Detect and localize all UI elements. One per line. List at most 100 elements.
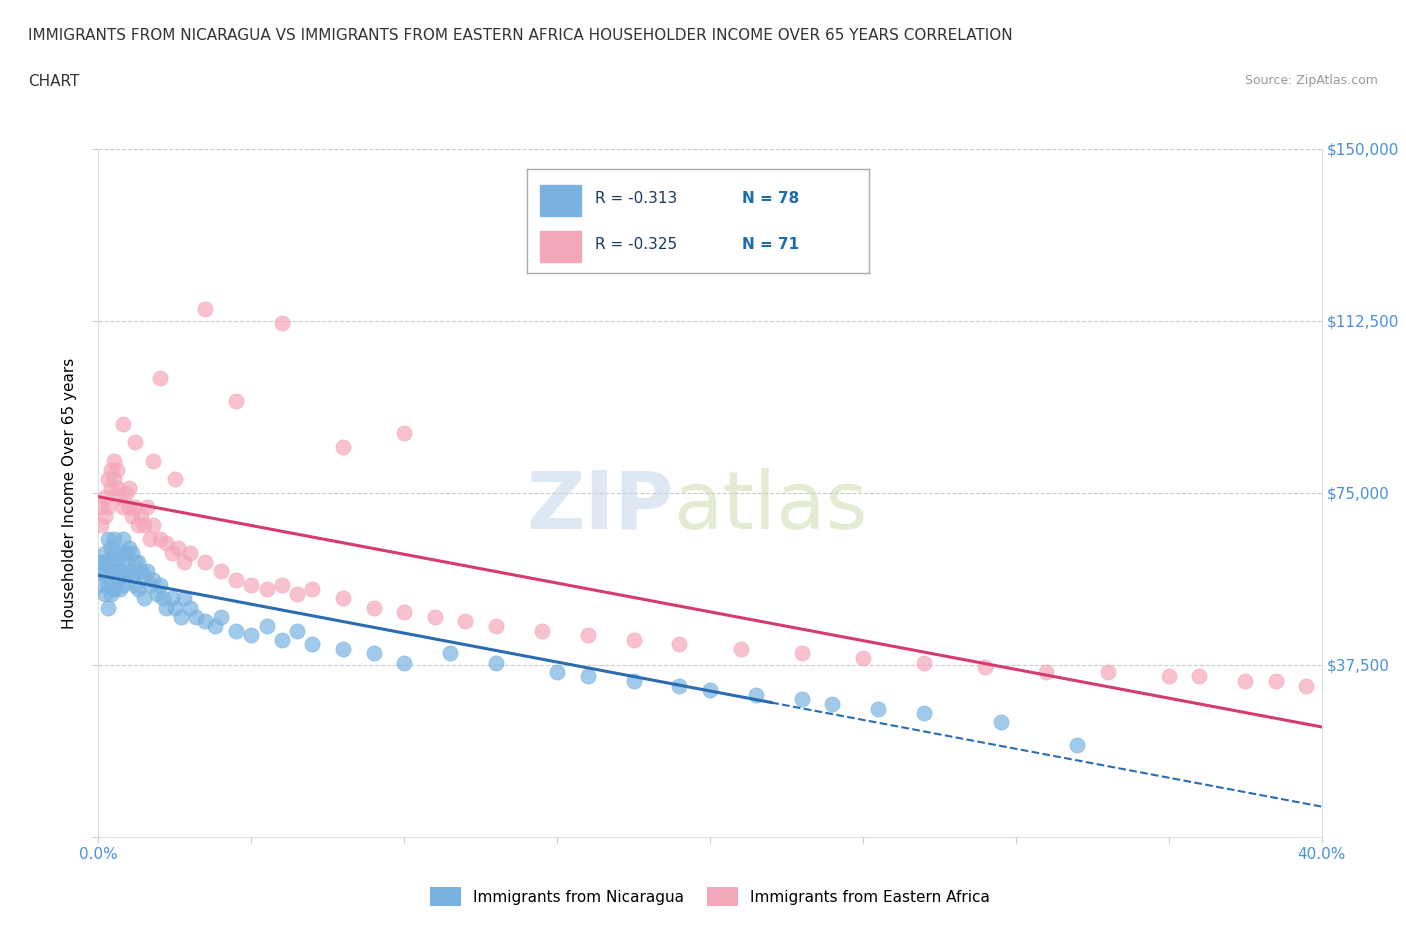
Point xyxy=(97,600,120,615)
Point xyxy=(97,499,120,514)
Point xyxy=(127,582,149,597)
Point xyxy=(454,614,477,629)
Point xyxy=(118,564,141,578)
Point xyxy=(240,628,263,643)
Point xyxy=(225,393,247,408)
Point xyxy=(139,531,162,546)
Point xyxy=(93,490,115,505)
Point xyxy=(204,618,226,633)
Point xyxy=(100,462,122,477)
Point xyxy=(121,568,143,583)
Point xyxy=(139,578,162,592)
Point xyxy=(163,472,186,486)
Point xyxy=(152,591,174,605)
Point xyxy=(115,545,138,560)
Point xyxy=(392,604,416,619)
Text: ZIP: ZIP xyxy=(526,468,673,546)
Point xyxy=(105,481,128,496)
Point xyxy=(129,564,152,578)
Point xyxy=(179,545,201,560)
Point xyxy=(485,618,508,633)
Point xyxy=(990,715,1012,730)
Point xyxy=(121,545,143,560)
Point xyxy=(170,609,193,624)
Point xyxy=(209,564,232,578)
Point xyxy=(134,568,156,583)
Point xyxy=(530,623,553,638)
Point xyxy=(301,637,323,652)
Text: IMMIGRANTS FROM NICARAGUA VS IMMIGRANTS FROM EASTERN AFRICA HOUSEHOLDER INCOME O: IMMIGRANTS FROM NICARAGUA VS IMMIGRANTS … xyxy=(28,28,1012,43)
Point xyxy=(124,435,146,450)
Point xyxy=(115,568,138,583)
Point xyxy=(1188,669,1211,684)
Point xyxy=(225,623,247,638)
Point xyxy=(155,600,177,615)
Point xyxy=(149,531,172,546)
Point xyxy=(1264,673,1286,688)
Point xyxy=(173,591,195,605)
Point xyxy=(240,578,263,592)
Point xyxy=(301,582,323,597)
Point xyxy=(124,554,146,569)
Point xyxy=(115,485,138,500)
Point xyxy=(852,651,875,666)
Point xyxy=(136,499,159,514)
Point xyxy=(90,578,112,592)
Point xyxy=(149,371,172,386)
Point xyxy=(100,540,122,555)
Point xyxy=(912,656,935,671)
Point xyxy=(97,578,120,592)
Point xyxy=(129,509,152,524)
Point xyxy=(332,591,354,605)
Point xyxy=(790,692,813,707)
Point xyxy=(93,587,115,602)
Point xyxy=(392,426,416,441)
Point xyxy=(179,600,201,615)
Point xyxy=(124,499,146,514)
Point xyxy=(127,518,149,533)
Point xyxy=(90,518,112,533)
Point xyxy=(111,578,134,592)
Point xyxy=(93,509,115,524)
Point xyxy=(93,568,115,583)
Point xyxy=(90,564,112,578)
Point xyxy=(332,642,354,657)
Point xyxy=(97,554,120,569)
Point xyxy=(1097,664,1119,679)
Point xyxy=(576,628,599,643)
Point xyxy=(155,536,177,551)
Point xyxy=(105,462,128,477)
Point xyxy=(108,582,131,597)
Point xyxy=(111,499,134,514)
Point xyxy=(485,656,508,671)
Point xyxy=(868,701,890,716)
Point xyxy=(745,687,768,702)
Point xyxy=(111,417,134,432)
Point xyxy=(142,453,165,468)
Point xyxy=(103,582,125,597)
Point xyxy=(285,623,308,638)
Point xyxy=(668,678,690,693)
Point xyxy=(270,315,292,330)
Point xyxy=(1066,737,1088,752)
Point xyxy=(332,440,354,455)
Point xyxy=(103,545,125,560)
Point xyxy=(173,554,195,569)
Point xyxy=(821,697,844,711)
Point xyxy=(118,540,141,555)
Point xyxy=(209,609,232,624)
Point xyxy=(730,642,752,657)
Point xyxy=(1234,673,1257,688)
Point xyxy=(256,618,278,633)
Point xyxy=(270,632,292,647)
Point xyxy=(186,609,208,624)
Legend: Immigrants from Nicaragua, Immigrants from Eastern Africa: Immigrants from Nicaragua, Immigrants fr… xyxy=(425,881,995,912)
Text: CHART: CHART xyxy=(28,74,80,89)
Point xyxy=(1295,678,1317,693)
Point xyxy=(1035,664,1057,679)
Point xyxy=(134,518,156,533)
Point xyxy=(423,609,446,624)
Point xyxy=(108,545,131,560)
Point xyxy=(167,540,190,555)
Point xyxy=(127,554,149,569)
